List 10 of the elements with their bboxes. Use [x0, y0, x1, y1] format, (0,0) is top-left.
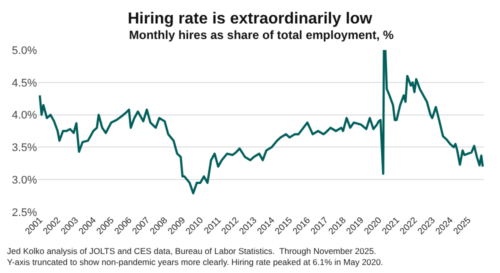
y-tick-label: 4.5%	[12, 77, 38, 90]
y-tick-label: 5.0%	[12, 44, 38, 57]
y-tick-label: 3.0%	[12, 174, 38, 186]
chart-subtitle: Monthly hires as share of total employment, %	[129, 28, 394, 42]
y-tick-label: 3.5%	[12, 142, 38, 154]
text: Y-axis truncated to show non-pandemic years more clearly. Hiring rate peaked at 6.1% in May 2020.	[7, 257, 384, 267]
y-tick-label: 4.0%	[12, 110, 38, 122]
text: Jed Kolko analysis of JOLTS and CES data, Bureau of Labor Statistics. Through November 2025.	[7, 246, 376, 256]
y-tick-label: 2.5%	[12, 206, 38, 219]
chart-title: Hiring rate is extraordinarily low	[128, 10, 373, 28]
